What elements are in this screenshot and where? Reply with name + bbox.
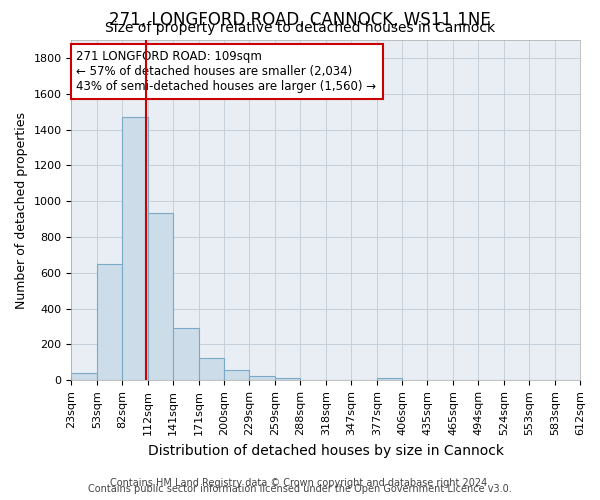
Bar xyxy=(173,328,199,380)
X-axis label: Distribution of detached houses by size in Cannock: Distribution of detached houses by size … xyxy=(148,444,504,458)
Text: Contains public sector information licensed under the Open Government Licence v3: Contains public sector information licen… xyxy=(88,484,512,494)
Bar xyxy=(377,378,402,380)
Text: Size of property relative to detached houses in Cannock: Size of property relative to detached ho… xyxy=(105,21,495,35)
Y-axis label: Number of detached properties: Number of detached properties xyxy=(15,112,28,308)
Text: 271 LONGFORD ROAD: 109sqm
← 57% of detached houses are smaller (2,034)
43% of se: 271 LONGFORD ROAD: 109sqm ← 57% of detac… xyxy=(76,50,377,93)
Bar xyxy=(275,378,300,380)
Bar xyxy=(97,264,122,380)
Bar xyxy=(224,370,249,380)
Bar xyxy=(122,117,148,380)
Text: 271, LONGFORD ROAD, CANNOCK, WS11 1NE: 271, LONGFORD ROAD, CANNOCK, WS11 1NE xyxy=(109,11,491,29)
Bar xyxy=(71,373,97,380)
Bar xyxy=(249,376,275,380)
Bar xyxy=(148,213,173,380)
Bar xyxy=(199,358,224,380)
Text: Contains HM Land Registry data © Crown copyright and database right 2024.: Contains HM Land Registry data © Crown c… xyxy=(110,478,490,488)
